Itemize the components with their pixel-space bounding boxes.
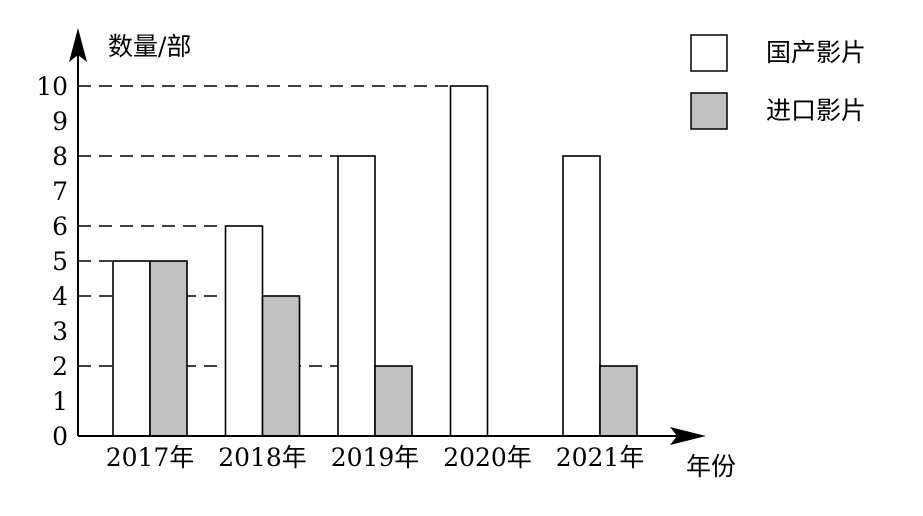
y-axis-label: 数量/部 <box>108 32 191 61</box>
bar-imported-2 <box>374 365 413 437</box>
y-tick-label: 0 <box>52 422 68 451</box>
y-tick-label: 9 <box>52 107 68 136</box>
x-tick-label: 2018年 <box>218 443 307 472</box>
bar-imported-1 <box>261 295 301 437</box>
axes <box>69 28 706 445</box>
y-tick-label: 8 <box>52 142 68 171</box>
x-tick-label: 2021年 <box>556 443 645 472</box>
bar-imported-0 <box>149 260 188 437</box>
x-tick-label: 2017年 <box>106 443 195 472</box>
bar-imported-4 <box>599 365 638 437</box>
bar-domestic-2 <box>337 155 376 437</box>
legend-swatch-domestic <box>690 34 728 72</box>
x-tick-labels: 2017年 2018年 2019年 2020年 2021年 <box>106 443 645 472</box>
x-axis-arrow-icon <box>670 427 706 445</box>
bar-domestic-4 <box>562 155 601 437</box>
legend-label-domestic: 国产影片 <box>766 38 866 67</box>
y-tick-label: 5 <box>52 247 68 276</box>
y-axis-arrow-icon <box>69 28 87 62</box>
y-tick-label: 3 <box>52 317 68 346</box>
bar-domestic-3 <box>449 85 489 437</box>
y-tick-label: 2 <box>52 352 68 381</box>
y-tick-label: 7 <box>52 177 68 206</box>
x-tick-label: 2019年 <box>331 443 420 472</box>
bar-domestic-1 <box>224 225 264 437</box>
y-tick-label: 1 <box>52 387 68 416</box>
y-tick-label: 6 <box>52 212 68 241</box>
bars <box>112 85 638 437</box>
y-tick-label: 10 <box>36 72 68 101</box>
legend-swatch-imported <box>690 92 728 130</box>
y-tick-labels: 0 1 2 3 4 5 6 7 8 9 10 <box>36 72 68 451</box>
legend: 国产影片 进口影片 <box>690 34 866 130</box>
legend-label-imported: 进口影片 <box>766 96 866 125</box>
x-tick-label: 2020年 <box>443 443 532 472</box>
x-axis-label: 年份 <box>686 452 736 481</box>
bar-domestic-0 <box>112 260 151 437</box>
y-tick-label: 4 <box>52 282 68 311</box>
